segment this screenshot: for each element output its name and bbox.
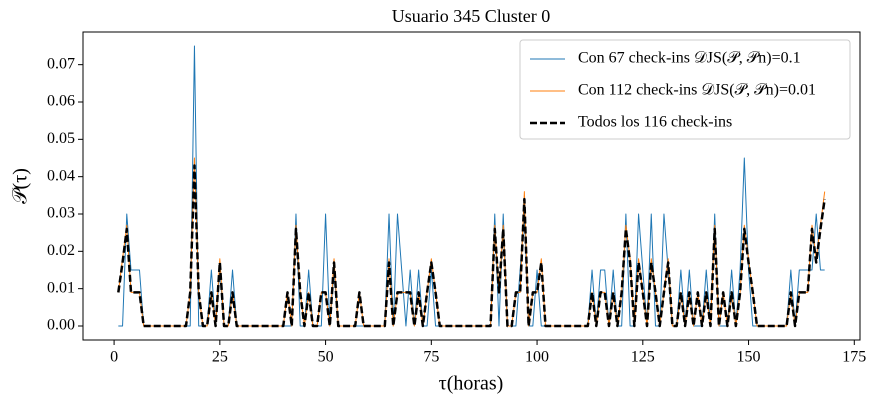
- y-tick-label: 0.00: [47, 317, 75, 334]
- y-tick-label: 0.07: [47, 55, 75, 72]
- x-tick-label: 175: [842, 349, 866, 366]
- y-tick-label: 0.02: [47, 242, 75, 259]
- y-tick-label: 0.01: [47, 279, 75, 296]
- y-tick-label: 0.06: [47, 93, 75, 110]
- x-tick-label: 0: [110, 349, 118, 366]
- x-tick-label: 25: [212, 349, 228, 366]
- legend-box: [519, 39, 851, 140]
- series-line: [117, 164, 826, 328]
- y-tick-label: 0.05: [47, 130, 75, 147]
- y-tick-label: 0.03: [47, 205, 75, 222]
- legend-label: Todos los 116 check-ins: [578, 114, 732, 131]
- x-tick-label: 100: [525, 349, 549, 366]
- legend-label: Con 67 check-ins 𝒟JS(𝒫, 𝒫n)=0.1: [578, 50, 801, 67]
- y-axis-label: 𝒫(τ): [10, 168, 32, 204]
- x-tick-label: 75: [423, 349, 439, 366]
- x-tick-label: 125: [631, 349, 655, 366]
- legend-label: Con 112 check-ins 𝒟JS(𝒫, 𝒫n)=0.01: [578, 82, 816, 99]
- plot-frame: [82, 31, 861, 341]
- chart-title: Usuario 345 Cluster 0: [392, 6, 550, 26]
- y-tick-label: 0.04: [47, 167, 75, 184]
- x-tick-label: 50: [318, 349, 334, 366]
- x-axis-label: τ(horas): [439, 373, 504, 395]
- x-tick-label: 150: [737, 349, 761, 366]
